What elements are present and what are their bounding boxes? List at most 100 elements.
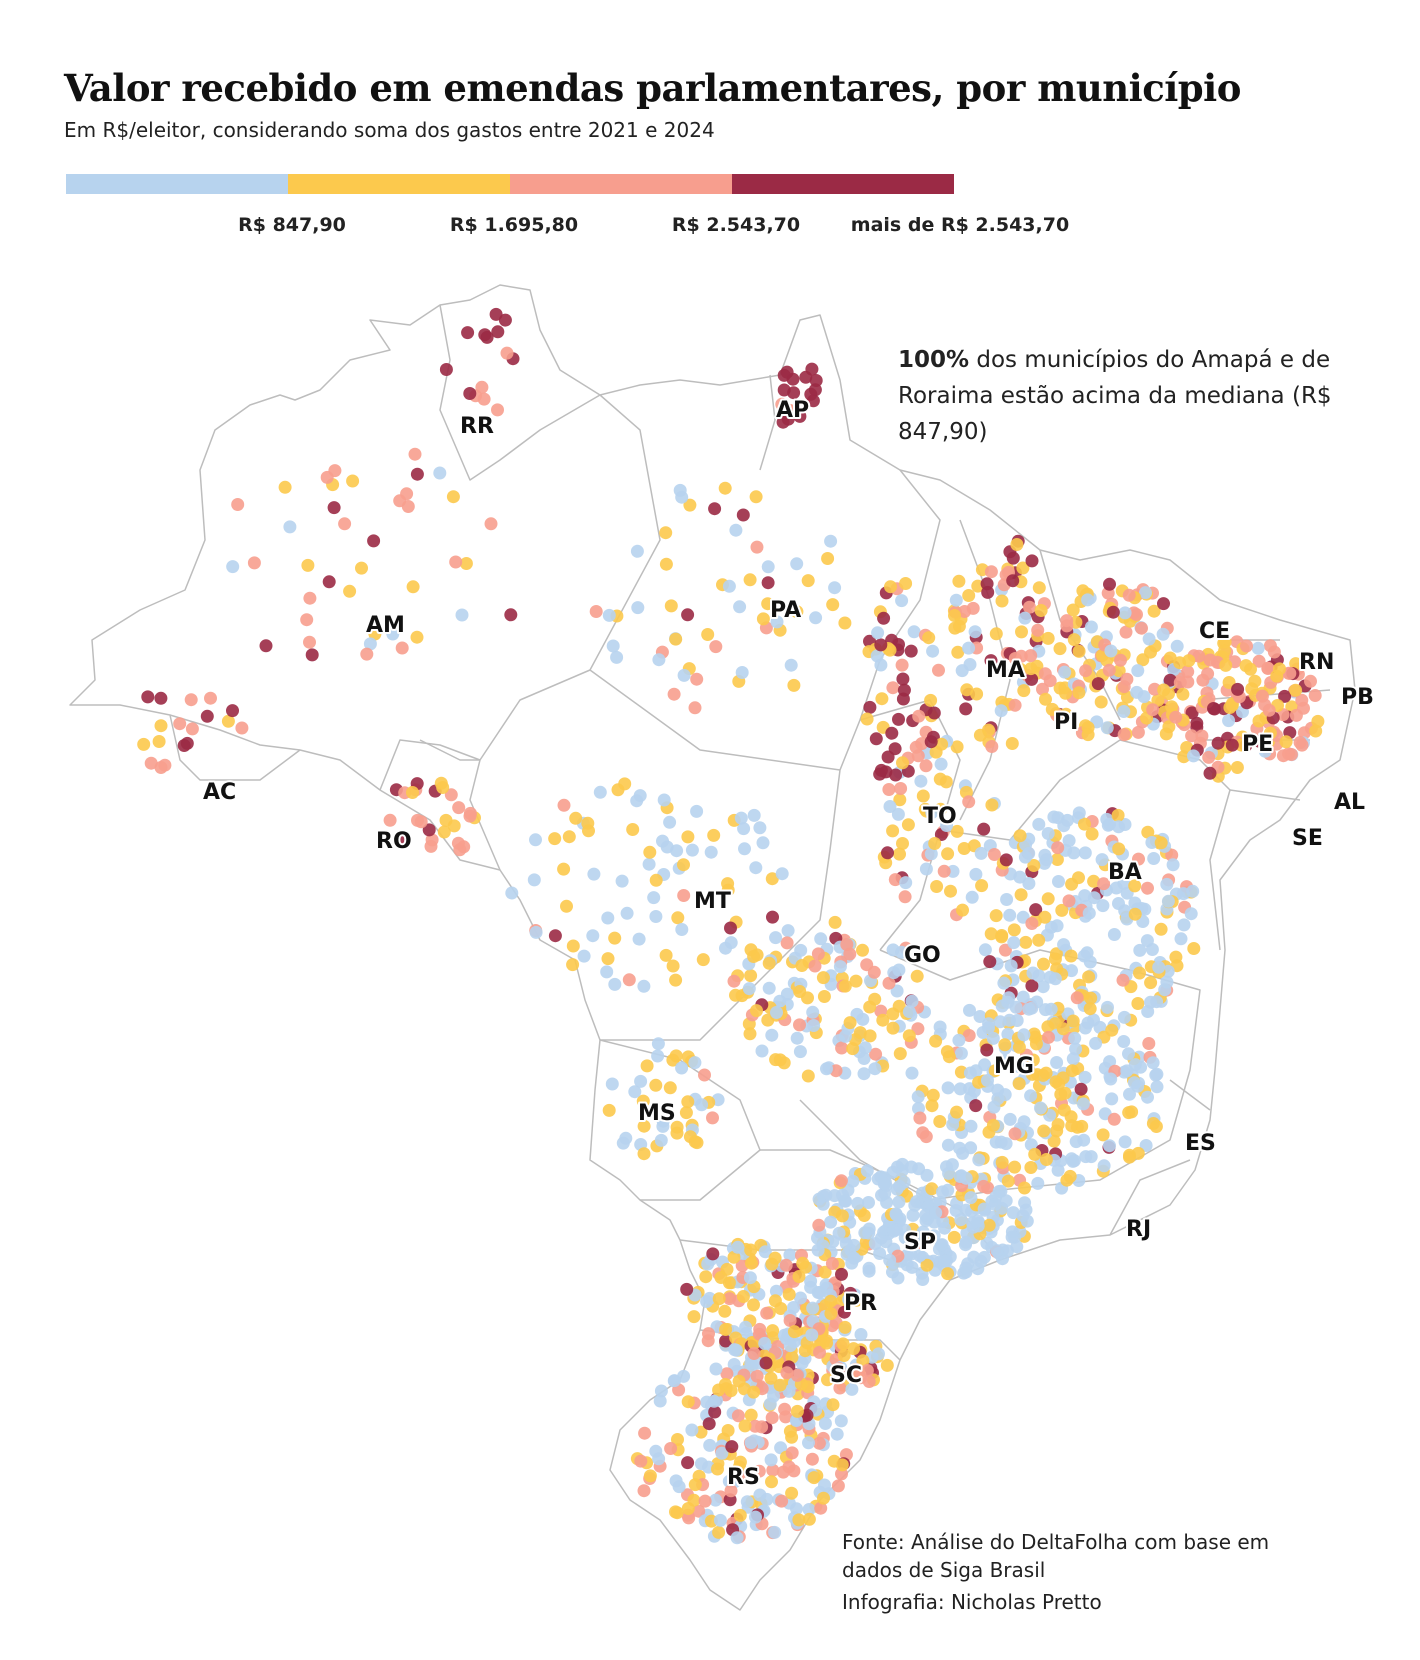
municipality-dot	[995, 594, 1009, 608]
municipality-dot	[857, 1067, 871, 1081]
municipality-dot	[752, 1464, 766, 1478]
municipality-dot	[1013, 829, 1027, 843]
municipality-dot	[887, 1224, 901, 1238]
municipality-dot	[1117, 1010, 1131, 1024]
municipality-dot	[562, 830, 576, 844]
municipality-dot	[876, 1013, 890, 1027]
municipality-dot	[1146, 1056, 1160, 1070]
municipality-dot	[959, 1261, 973, 1275]
municipality-dot	[1308, 689, 1322, 702]
municipality-dot	[642, 857, 656, 871]
municipality-dot	[718, 1304, 732, 1318]
municipality-dot	[900, 1258, 914, 1272]
municipality-dot	[1059, 707, 1073, 721]
municipality-dot	[1079, 664, 1093, 678]
municipality-dot	[401, 500, 415, 513]
municipality-dot	[798, 1344, 812, 1358]
legend-label-3: R$ 2.543,70	[671, 214, 801, 236]
municipality-dot	[817, 990, 831, 1003]
municipality-dot	[1160, 877, 1174, 891]
municipality-dot	[805, 1328, 819, 1342]
municipality-dot	[690, 672, 704, 686]
municipality-dot	[1267, 645, 1281, 659]
municipality-dot	[477, 392, 491, 406]
municipality-dot	[670, 1126, 684, 1140]
municipality-dot	[504, 608, 518, 622]
municipality-dot	[1311, 714, 1325, 728]
municipality-dot	[687, 1310, 701, 1324]
municipality-dot	[783, 1424, 797, 1438]
municipality-dot	[937, 864, 951, 878]
municipality-dot	[1053, 642, 1067, 656]
municipality-dot	[832, 1226, 846, 1240]
municipality-dot	[719, 1323, 733, 1336]
municipality-dot	[835, 1458, 849, 1472]
municipality-dot	[1112, 820, 1126, 834]
municipality-dot	[636, 1094, 650, 1108]
municipality-dot	[950, 1105, 964, 1119]
municipality-dot	[936, 1185, 949, 1199]
municipality-dot	[801, 1380, 815, 1394]
municipality-dot	[602, 608, 616, 622]
municipality-dot	[1231, 682, 1245, 696]
municipality-dot	[834, 1414, 848, 1428]
municipality-dot	[303, 591, 317, 605]
municipality-dot	[640, 1059, 654, 1073]
municipality-dot	[455, 608, 469, 622]
municipality-dot	[688, 1056, 702, 1070]
municipality-dot	[688, 701, 702, 715]
municipality-dot	[1008, 1127, 1022, 1141]
municipality-dot	[761, 560, 775, 574]
municipality-dot	[933, 1020, 947, 1034]
municipality-dot	[200, 709, 214, 723]
municipality-dot	[1062, 894, 1076, 908]
municipality-dot	[820, 1336, 833, 1350]
municipality-dot	[1078, 1070, 1092, 1084]
municipality-dot	[731, 1409, 745, 1423]
municipality-dot	[809, 611, 823, 625]
annotation-note: 100% dos municípios do Amapá e de Roraim…	[898, 342, 1338, 450]
municipality-dot	[1139, 586, 1152, 600]
municipality-dot	[744, 1436, 758, 1450]
municipality-dot	[1029, 1037, 1043, 1051]
municipality-dot	[780, 1366, 794, 1380]
municipality-dot	[795, 1356, 809, 1370]
municipality-dot	[651, 1037, 665, 1051]
municipality-dot	[892, 963, 906, 977]
municipality-dot	[840, 938, 854, 951]
municipality-dot	[780, 987, 794, 1001]
municipality-dot	[529, 833, 542, 847]
municipality-dot	[615, 874, 629, 888]
municipality-dot	[762, 981, 776, 995]
municipality-dot	[1118, 904, 1132, 918]
state-label-rn: RN	[1299, 650, 1334, 675]
municipality-dot	[1050, 919, 1064, 933]
municipality-dot	[886, 1007, 900, 1021]
municipality-dot	[1032, 581, 1046, 595]
municipality-dot	[890, 1182, 904, 1196]
municipality-dot	[880, 1358, 894, 1372]
municipality-dot	[995, 1155, 1009, 1169]
municipality-dot	[904, 1160, 918, 1174]
municipality-dot	[988, 1197, 1002, 1211]
municipality-dot	[821, 552, 835, 565]
municipality-dot	[863, 700, 877, 714]
municipality-dot	[1025, 1067, 1039, 1081]
municipality-dot	[790, 1031, 804, 1045]
municipality-dot	[1040, 853, 1053, 867]
municipality-dot	[812, 1192, 826, 1206]
municipality-dot	[1283, 666, 1297, 680]
municipality-dot	[948, 621, 962, 635]
municipality-dot	[1037, 1124, 1051, 1138]
municipality-dot	[1114, 653, 1127, 667]
municipality-dot	[669, 1049, 683, 1063]
state-label-pi: PI	[1054, 710, 1078, 735]
state-label-ba: BA	[1108, 860, 1142, 885]
municipality-dot	[1059, 686, 1072, 700]
municipality-dot	[806, 1301, 820, 1315]
municipality-dot	[950, 824, 964, 838]
municipality-dot	[657, 793, 671, 807]
municipality-dot	[847, 1342, 861, 1356]
municipality-dot	[770, 1006, 783, 1019]
municipality-dot	[1078, 889, 1092, 903]
